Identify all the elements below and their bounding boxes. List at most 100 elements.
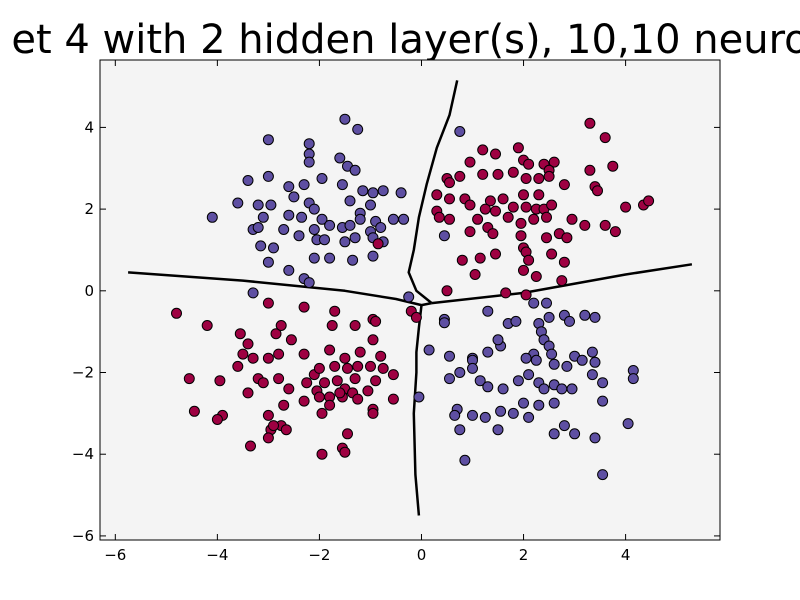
point-series1-62 [456,254,468,266]
point-series0-109 [586,346,598,358]
point-series1-30 [497,193,509,205]
point-series1-13 [444,177,455,189]
point-series0-57 [347,254,359,266]
point-series1-10 [584,164,596,176]
point-series0-47 [268,242,279,254]
point-series0-104 [548,358,560,370]
x-tick-label: −6 [104,546,126,564]
point-series0-39 [278,224,290,235]
decision-boundary [128,80,693,516]
point-series0-31 [296,211,308,223]
point-series0-117 [495,405,507,417]
point-series1-51 [643,195,655,207]
point-series1-143 [262,409,274,421]
point-series0-12 [298,179,310,191]
point-series1-94 [367,334,379,346]
point-series1-86 [242,338,254,350]
point-series1-137 [242,387,254,399]
point-series1-98 [349,320,361,331]
point-series0-10 [262,170,274,182]
point-series1-100 [247,352,259,364]
point-series1-4 [512,142,524,154]
point-series1-6 [523,158,535,170]
point-series0-110 [597,377,609,389]
point-series1-69 [523,254,535,266]
point-series1-39 [479,203,491,215]
point-series1-46 [579,219,591,231]
point-series0-107 [576,354,588,366]
point-series1-48 [609,226,621,238]
point-series1-61 [464,226,476,238]
point-series1-106 [273,373,285,385]
point-series0-64 [403,291,415,303]
point-series0-122 [454,424,466,436]
point-series1-140 [188,405,200,417]
point-series0-93 [482,381,494,393]
y-tick-label: −6 [72,527,94,545]
point-series1-84 [201,320,213,331]
plot-frame [99,59,721,541]
point-series0-89 [541,297,552,309]
point-series0-51 [339,236,351,248]
point-series0-112 [566,383,578,395]
point-series0-48 [255,240,267,252]
point-series1-136 [278,399,290,411]
point-series1-41 [502,211,514,223]
point-series1-120 [319,377,330,389]
point-series0-40 [293,230,305,242]
x-tick-label: −2 [308,546,330,564]
point-series0-95 [512,375,524,387]
point-series1-154 [410,311,422,323]
point-series1-25 [431,189,443,201]
point-series0-32 [316,213,328,225]
point-series1-116 [387,369,399,381]
point-series0-92 [474,375,486,387]
point-series1-102 [273,348,285,360]
point-series0-28 [206,211,218,223]
point-series1-72 [530,271,542,282]
point-series0-85 [564,315,575,327]
point-series1-44 [541,211,552,223]
point-series1-134 [367,407,379,419]
scatter-points [171,113,655,481]
chart-title: et 4 with 2 hidden layer(s), 10,10 neuro [11,17,800,63]
point-series0-13 [316,173,328,184]
point-series0-114 [533,399,545,411]
point-series1-21 [543,170,555,182]
point-series1-20 [533,173,545,184]
point-series0-94 [497,383,509,395]
point-series1-28 [464,199,476,211]
x-tick-label: 2 [519,546,529,564]
point-series0-113 [548,397,560,409]
point-series0-2 [339,113,351,125]
point-series0-70 [444,350,455,362]
point-series1-18 [507,166,519,178]
point-series1-8 [548,156,560,168]
point-series0-9 [242,175,254,186]
point-series1-146 [268,420,279,432]
point-series1-150 [342,428,353,440]
point-series1-40 [490,205,501,217]
point-series1-82 [262,297,274,309]
point-series0-24 [252,199,264,211]
point-series1-74 [500,287,512,299]
point-series1-87 [270,328,282,340]
point-series0-128 [569,428,581,440]
point-series1-118 [349,373,361,385]
point-series0-52 [349,232,361,244]
point-series1-108 [301,377,313,389]
point-series1-37 [546,199,558,211]
point-series0-125 [523,411,535,423]
point-series1-47 [599,219,611,231]
point-series1-110 [313,362,325,374]
point-series1-3 [477,144,489,156]
point-series1-125 [352,393,364,405]
point-series1-11 [607,160,619,172]
point-series0-63 [247,287,259,299]
point-series0-105 [561,360,573,372]
point-series1-117 [370,375,382,387]
point-series1-56 [487,228,499,240]
axis-ticks [100,60,720,540]
point-series1-34 [520,201,532,213]
point-series1-103 [232,360,244,372]
